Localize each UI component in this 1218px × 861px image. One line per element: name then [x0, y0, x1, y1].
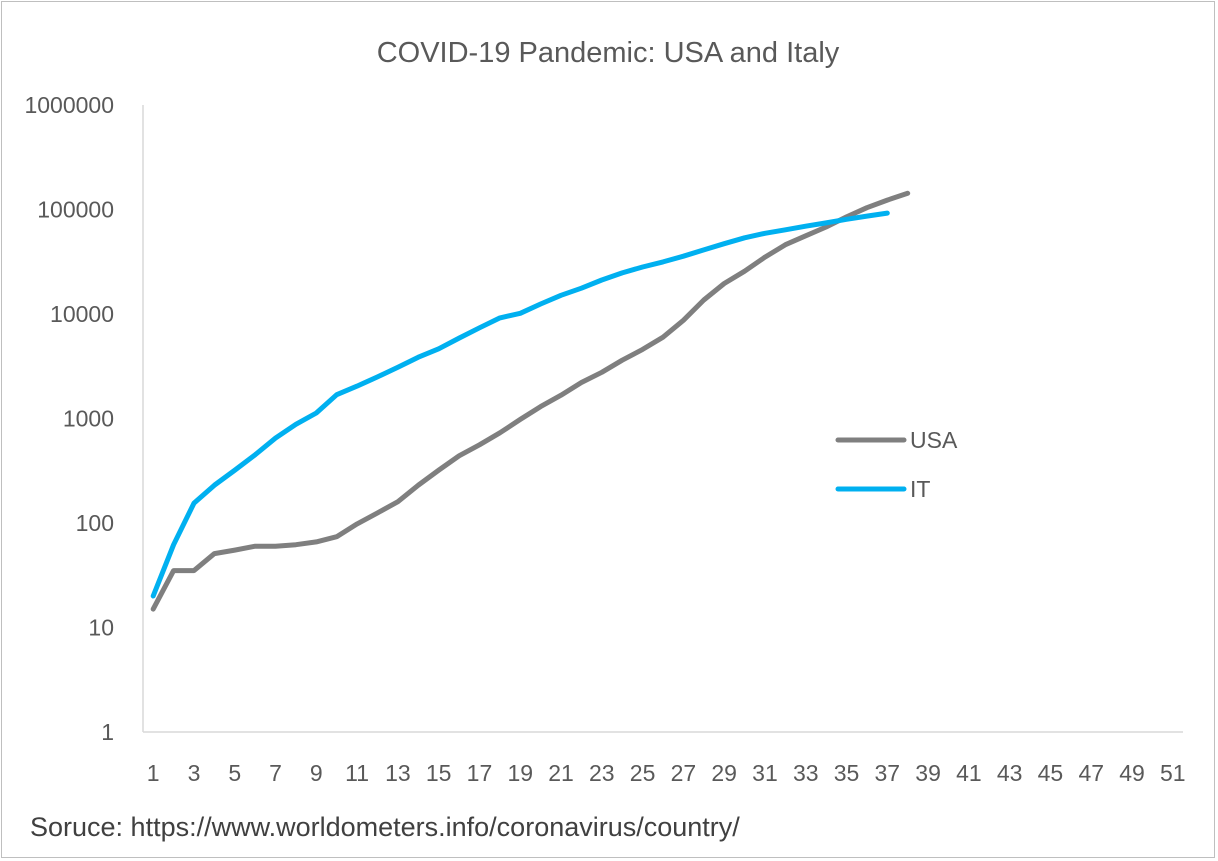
axes	[142, 105, 1183, 733]
x-tick-label: 3	[188, 760, 201, 786]
y-tick-label: 1000	[63, 406, 114, 432]
x-tick-label: 5	[228, 760, 241, 786]
legend-label-it: IT	[910, 476, 930, 502]
y-tick-label: 1	[101, 719, 114, 745]
x-tick-label: 1	[147, 760, 160, 786]
x-tick-label: 11	[345, 760, 369, 786]
x-tick-label: 25	[630, 760, 656, 786]
legend-label-usa: USA	[910, 427, 958, 453]
y-tick-label: 100000	[37, 197, 114, 223]
y-tick-label: 10000	[50, 301, 114, 327]
series-line-usa	[150, 190, 911, 612]
x-tick-label: 17	[467, 760, 493, 786]
x-tick-label: 37	[875, 760, 901, 786]
x-tick-label: 23	[589, 760, 615, 786]
x-tick-label: 9	[310, 760, 323, 786]
x-tick-label: 7	[269, 760, 282, 786]
legend: USA IT	[835, 427, 958, 502]
x-tick-label: 29	[711, 760, 737, 786]
series-line-it	[150, 210, 890, 599]
x-tick-label: 41	[956, 760, 982, 786]
x-tick-label: 13	[385, 760, 411, 786]
x-tick-label: 45	[1038, 760, 1064, 786]
x-tick-label: 43	[997, 760, 1023, 786]
y-tick-labels: 1 10 100 1000 10000 100000 1000000	[24, 92, 114, 745]
x-tick-label: 19	[507, 760, 533, 786]
y-tick-label: 1000000	[24, 92, 114, 118]
x-tick-labels: 1 3 5 7 9 11 13 15 17 19 21 23 25 27 29 31 33 35 37 39 41 43 4…	[147, 760, 1186, 786]
chart-title: COVID-19 Pandemic: USA and Italy	[377, 37, 840, 69]
series-lines	[150, 190, 911, 612]
y-tick-label: 10	[88, 615, 114, 641]
source-note: Soruce: https://www.worldometers.info/co…	[30, 812, 740, 842]
x-tick-label: 51	[1160, 760, 1186, 786]
x-tick-label: 21	[548, 760, 574, 786]
x-tick-label: 49	[1119, 760, 1145, 786]
x-tick-label: 27	[671, 760, 697, 786]
x-tick-label: 31	[752, 760, 778, 786]
x-tick-label: 33	[793, 760, 819, 786]
x-tick-label: 35	[834, 760, 860, 786]
y-tick-label: 100	[76, 510, 114, 536]
x-tick-label: 39	[915, 760, 941, 786]
x-tick-label: 15	[426, 760, 452, 786]
x-tick-label: 47	[1078, 760, 1104, 786]
